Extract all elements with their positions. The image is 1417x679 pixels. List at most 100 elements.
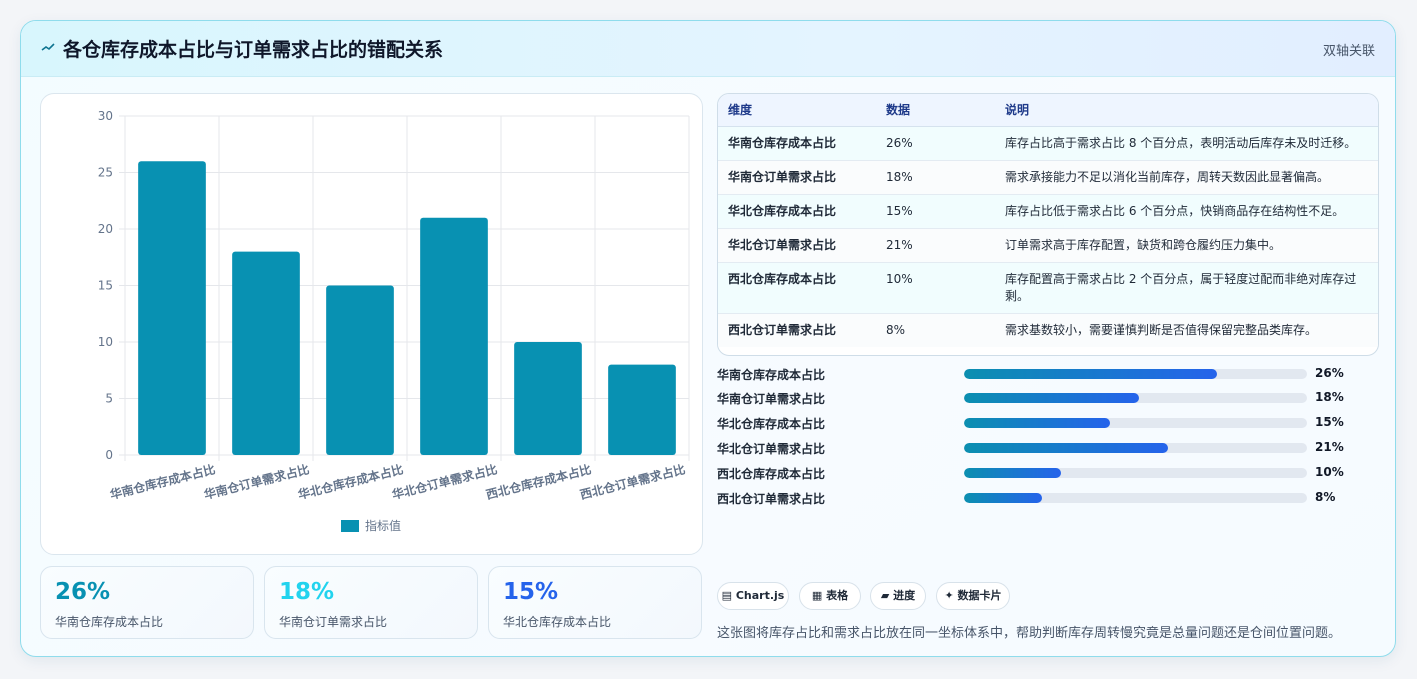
progress-row: 西北仓订单需求占比 8% [717,490,1379,506]
progress-row: 华北仓订单需求占比 21% [717,440,1379,456]
table-cell: 需求基数较小，需要谨慎判断是否值得保留完整品类库存。 [995,313,1378,347]
progress-fill [964,369,1217,379]
table-cell: 华南仓订单需求占比 [718,160,876,195]
pulse-icon [41,43,55,51]
table-row: 华北仓库存成本占比 15% 库存占比低于需求占比 6 个百分点，快销商品存在结构… [718,194,1378,229]
x-tick-label: 华南仓库存成本占比 [108,461,216,502]
kpi-card-2: 18% 华南仓订单需求占比 [264,566,478,639]
kpi-value: 18% [279,579,335,605]
table-cell: 西北仓库存成本占比 [718,262,876,314]
kpi-card-3: 15% 华北仓库存成本占比 [488,566,702,639]
chip-data-card[interactable]: ✦ 数据卡片 [936,582,1010,610]
progress-track [964,418,1307,428]
progress-track [964,468,1307,478]
table-row: 华南仓订单需求占比 18% 需求承接能力不足以消化当前库存，周转天数因此显著偏高… [718,160,1378,195]
chip-table[interactable]: ▦ 表格 [799,582,861,610]
y-tick-label: 5 [105,392,113,406]
progress-value: 15% [1315,415,1344,429]
bar [232,251,300,455]
table-cell: 18% [876,160,995,195]
table-cell: 西北仓订单需求占比 [718,313,876,347]
bar [326,285,394,455]
progress-row: 华北仓库存成本占比 15% [717,415,1379,431]
progress-value: 26% [1315,366,1344,380]
table-row: 华南仓库存成本占比 26% 库存占比高于需求占比 8 个百分点，表明活动后库存未… [718,126,1378,161]
kpi-label: 华南仓订单需求占比 [279,615,388,629]
progress-row: 华南仓订单需求占比 18% [717,390,1379,406]
table-cell: 华北仓库存成本占比 [718,194,876,229]
progress-label: 华南仓订单需求占比 [717,392,826,406]
table-header-row: 维度 数据 说明 [718,94,1378,127]
bar [608,364,676,455]
table-row: 西北仓订单需求占比 8% 需求基数较小，需要谨慎判断是否值得保留完整品类库存。 [718,313,1378,347]
table-cell: 10% [876,262,995,314]
y-tick-label: 10 [98,335,113,349]
kpi-label: 华北仓库存成本占比 [503,615,612,629]
progress-track [964,493,1307,503]
table-cell: 库存占比低于需求占比 6 个百分点，快销商品存在结构性不足。 [995,194,1378,229]
progress-track [964,393,1307,403]
y-tick-label: 25 [98,166,113,180]
progress-label: 西北仓库存成本占比 [717,467,826,481]
bar-chart: 0 5 10 15 20 25 30 华南仓库存成本占比 华南仓订单需求占比 华北仓库存成本占比华… [40,93,703,555]
table-cell: 26% [876,126,995,161]
table-cell: 8% [876,313,995,347]
legend-swatch [341,520,359,532]
progress-value: 10% [1315,465,1344,479]
progress-value: 8% [1315,490,1336,504]
x-tick-label: 华南仓订单需求占比 [202,461,310,502]
progress-fill [964,418,1110,428]
main-card: 各仓库存成本占比与订单需求占比的错配关系 双轴关联 0 5 10 15 20 25 30 华南… [20,20,1396,657]
table-cell: 15% [876,194,995,229]
table-cell: 库存配置高于需求占比 2 个百分点，属于轻度过配而非绝对库存过剩。 [995,262,1378,314]
header-badge: 双轴关联 [1322,44,1375,59]
table-cell: 21% [876,228,995,263]
data-table: 维度 数据 说明 华南仓库存成本占比 26% 库存占比高于需求占比 8 个百分点… [717,93,1379,356]
table-header: 数据 [876,94,995,127]
progress-label: 华南仓库存成本占比 [717,368,826,382]
progress-track [964,443,1307,453]
progress-fill [964,468,1062,478]
table-header: 维度 [718,94,876,127]
kpi-value: 26% [55,579,111,605]
progress-label: 华北仓订单需求占比 [717,442,826,456]
table-cell: 库存占比高于需求占比 8 个百分点，表明活动后库存未及时迁移。 [995,126,1378,161]
page-title: 各仓库存成本占比与订单需求占比的错配关系 [63,39,444,61]
x-tick-label: 西北仓库存成本占比 [484,461,592,502]
bar [420,217,488,455]
table-cell: 订单需求高于库存配置，缺货和跨仓履约压力集中。 [995,228,1378,263]
y-tick-label: 15 [98,279,113,293]
bar-chart-svg: 0 5 10 15 20 25 30 华南仓库存成本占比华南仓订单需求占比华北仓库存成本占比华… [98,109,690,533]
progress-row: 华南仓库存成本占比 26% [717,366,1379,382]
progress-fill [964,493,1042,503]
y-tick-label: 20 [98,222,113,236]
progress-value: 18% [1315,390,1344,404]
progress-label: 华北仓库存成本占比 [717,417,826,431]
progress-fill [964,443,1169,453]
progress-row: 西北仓库存成本占比 10% [717,465,1379,481]
table-cell: 需求承接能力不足以消化当前库存，周转天数因此显著偏高。 [995,160,1378,195]
kpi-value: 15% [503,579,559,605]
legend-label: 指标值 [365,518,401,533]
bar [138,161,206,455]
kpi-card-1: 26% 华南仓库存成本占比 [40,566,254,639]
progress-track [964,369,1307,379]
table-cell: 华南仓库存成本占比 [718,126,876,161]
x-tick-label: 华北仓订单需求占比 [390,461,498,502]
kpi-label: 华南仓库存成本占比 [55,615,164,629]
chip-chartjs[interactable]: ▤ Chart.js [717,582,789,610]
bar [514,342,582,455]
x-tick-label: 华北仓库存成本占比 [296,461,404,502]
chip-progress[interactable]: ▰ 进度 [870,582,926,610]
card-header: 各仓库存成本占比与订单需求占比的错配关系 双轴关联 [21,21,1395,77]
footer-note: 这张图将库存占比和需求占比放在同一坐标体系中，帮助判断库存周转慢究竟是总量问题还… [717,626,1342,641]
table-row: 华北仓订单需求占比 21% 订单需求高于库存配置，缺货和跨仓履约压力集中。 [718,228,1378,263]
x-tick-label: 西北仓订单需求占比 [578,461,686,502]
progress-value: 21% [1315,440,1344,454]
y-tick-label: 0 [105,448,113,462]
table-header: 说明 [995,94,1378,127]
progress-fill [964,393,1139,403]
progress-label: 西北仓订单需求占比 [717,492,826,506]
table-cell: 华北仓订单需求占比 [718,228,876,263]
table-row: 西北仓库存成本占比 10% 库存配置高于需求占比 2 个百分点，属于轻度过配而非… [718,262,1378,314]
